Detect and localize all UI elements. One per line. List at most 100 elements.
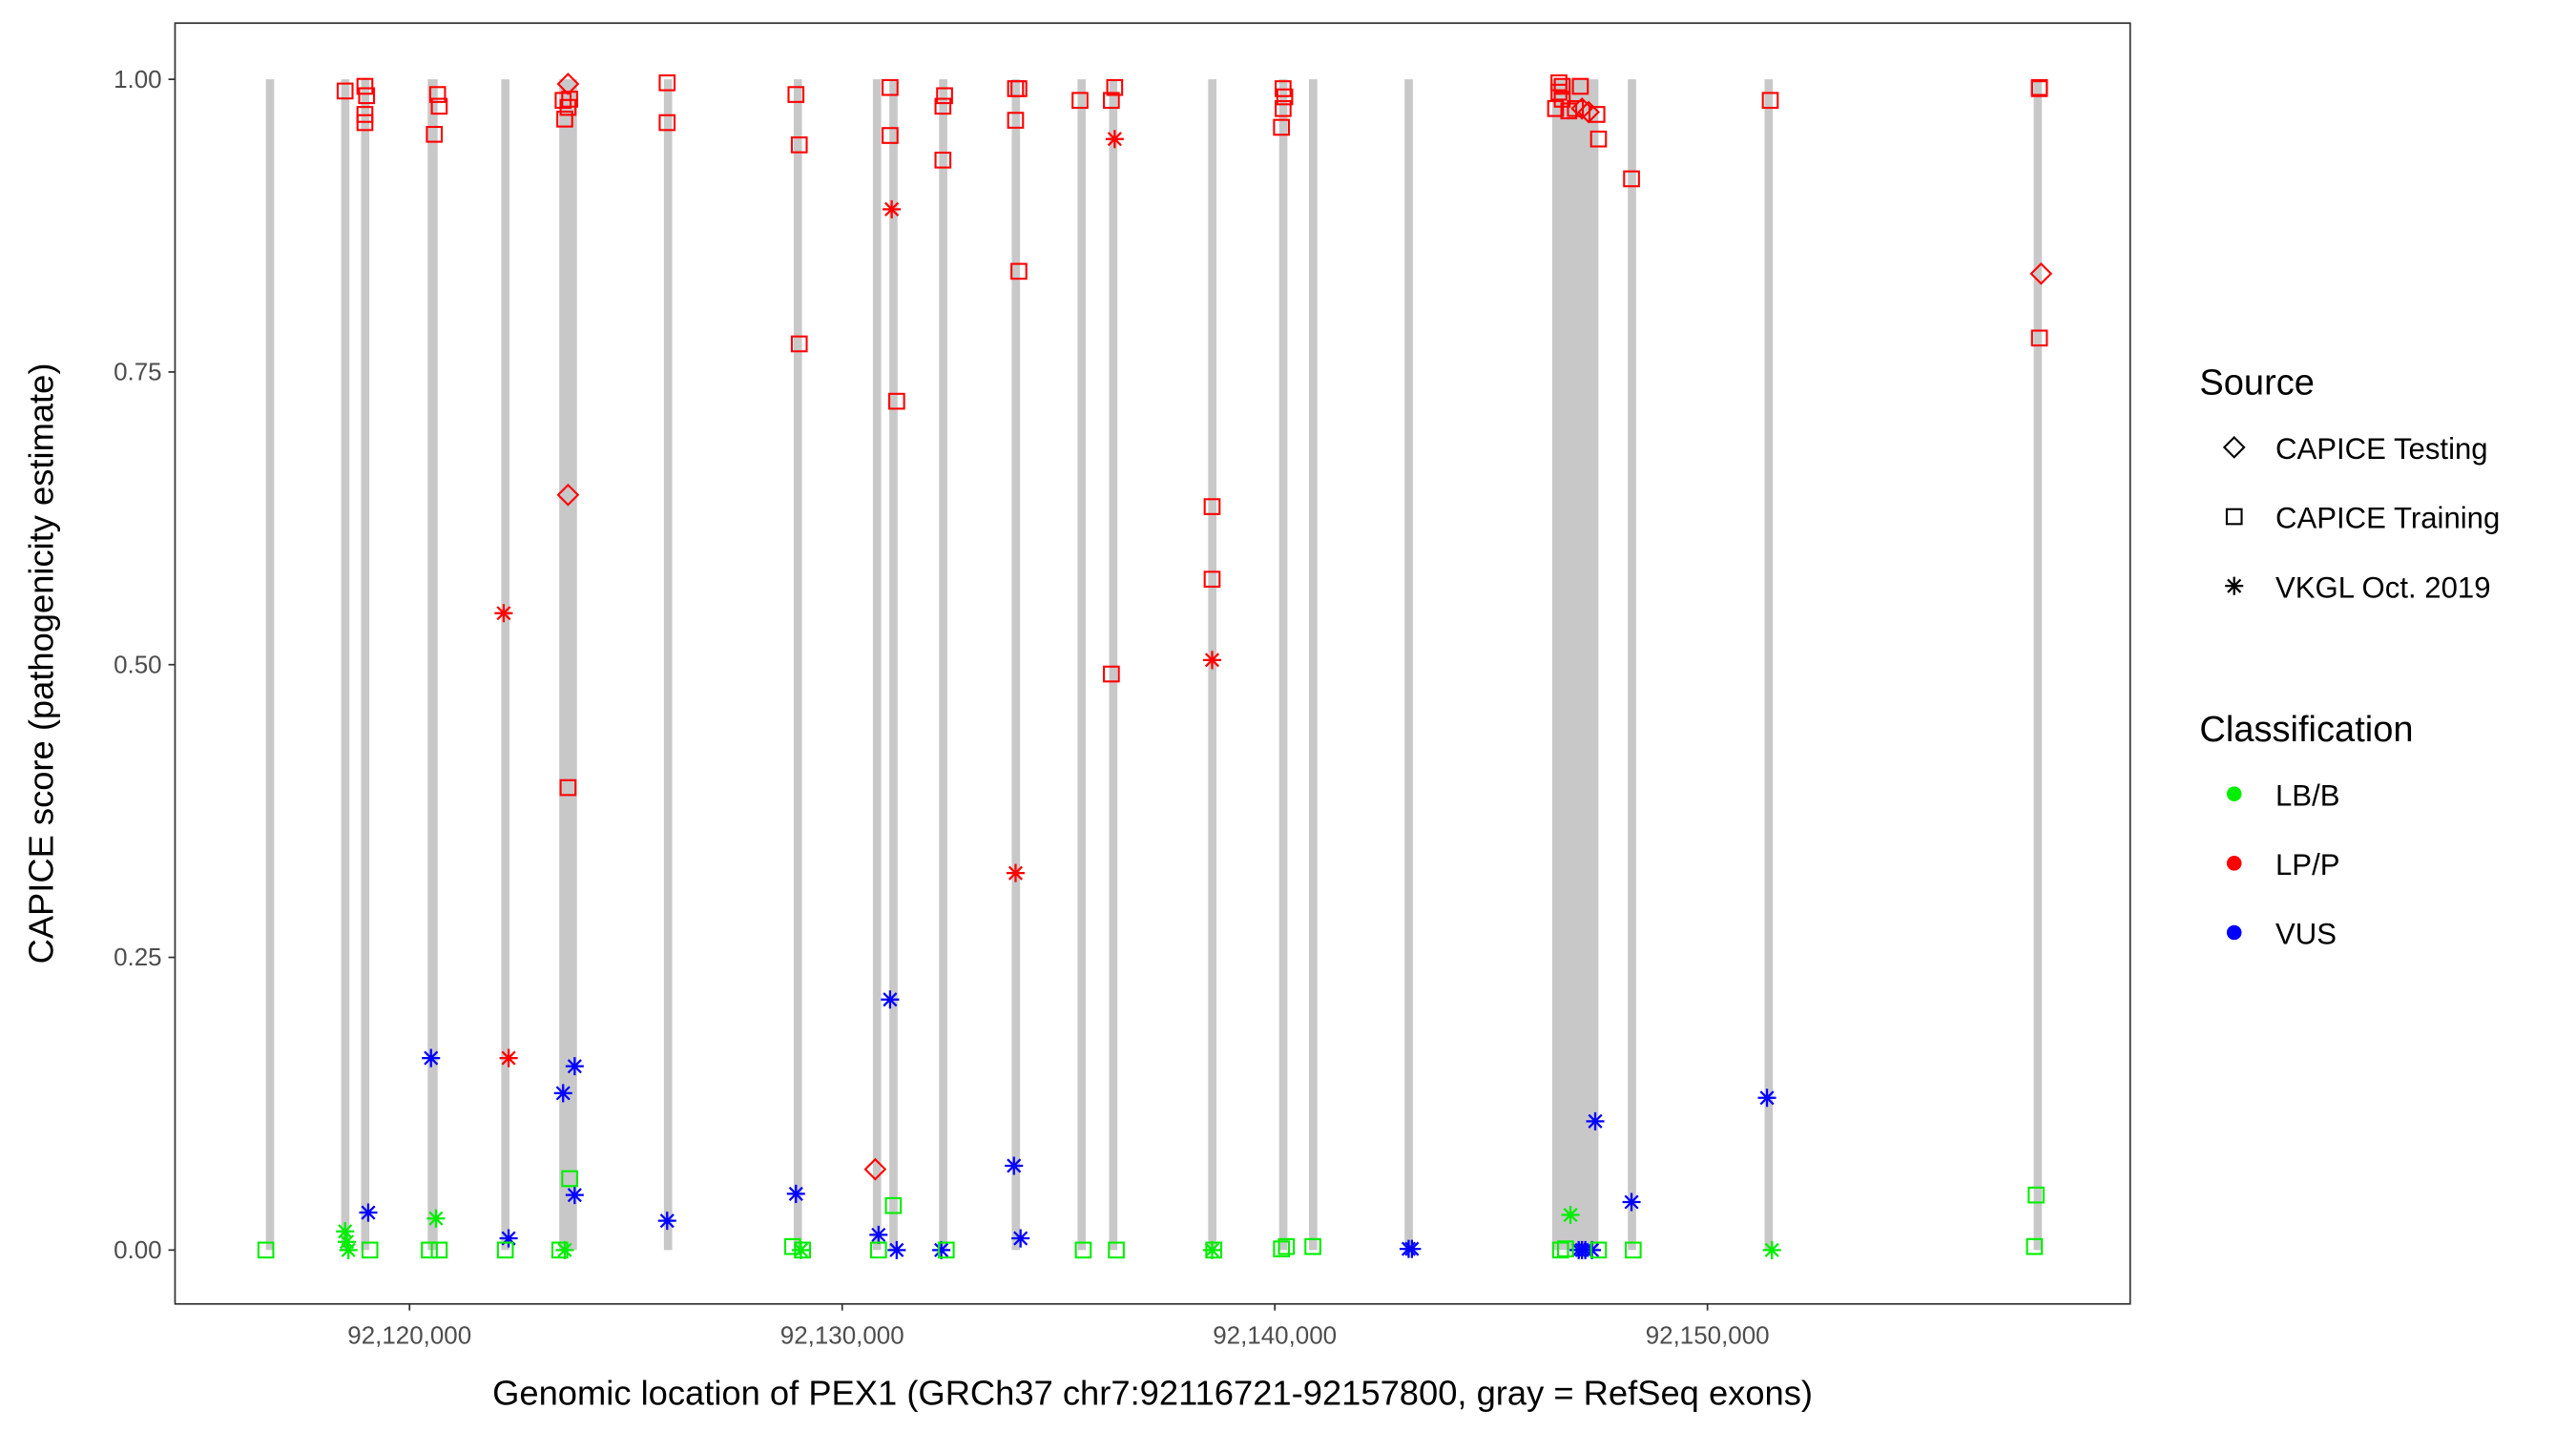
legend-classification-title: Classification bbox=[2199, 710, 2413, 750]
exon-band bbox=[793, 79, 802, 1251]
data-point bbox=[337, 1233, 357, 1252]
exon-band bbox=[427, 79, 438, 1251]
x-tick-label: 92,140,000 bbox=[1213, 1322, 1337, 1349]
data-point bbox=[339, 1240, 358, 1259]
exon-band bbox=[1278, 79, 1288, 1251]
data-point bbox=[1010, 262, 1028, 280]
legend-label: LB/B bbox=[2275, 778, 2339, 812]
data-point bbox=[1762, 1240, 1781, 1259]
data-point bbox=[1761, 92, 1779, 110]
data-point bbox=[1074, 1241, 1092, 1259]
data-point bbox=[1551, 1241, 1569, 1259]
data-point bbox=[1586, 1111, 1605, 1130]
x-tick-label: 92,130,000 bbox=[780, 1322, 904, 1349]
data-point bbox=[499, 1229, 518, 1248]
data-point bbox=[658, 114, 676, 132]
data-point bbox=[1547, 99, 1565, 117]
data-point bbox=[884, 1196, 903, 1214]
y-tick-label: 0.75 bbox=[114, 360, 161, 386]
data-point bbox=[1006, 863, 1025, 882]
data-point bbox=[426, 1209, 446, 1228]
x-tick-label: 92,150,000 bbox=[1646, 1322, 1770, 1349]
data-point bbox=[658, 73, 676, 92]
data-point bbox=[561, 1170, 578, 1188]
data-point bbox=[1550, 73, 1568, 92]
data-point bbox=[555, 1240, 574, 1259]
data-point bbox=[1105, 130, 1124, 149]
data-point bbox=[499, 1048, 518, 1068]
data-point bbox=[787, 86, 805, 103]
exon-band bbox=[361, 79, 370, 1251]
exon-band bbox=[1309, 79, 1318, 1251]
exon-band bbox=[1011, 79, 1021, 1251]
data-point bbox=[2029, 261, 2053, 285]
legend-key-dot-icon bbox=[2226, 856, 2242, 871]
data-point bbox=[1203, 570, 1221, 588]
data-point bbox=[356, 114, 374, 132]
data-point bbox=[556, 111, 573, 128]
y-axis-ticks: 0.00 0.25 0.50 0.75 1.00 bbox=[114, 67, 176, 1264]
data-point bbox=[1622, 1192, 1641, 1212]
data-point bbox=[1577, 100, 1600, 124]
data-point bbox=[881, 990, 900, 1009]
data-point bbox=[2030, 80, 2048, 97]
legend-key-square-icon bbox=[2225, 508, 2243, 526]
data-point bbox=[1005, 1156, 1024, 1175]
data-point bbox=[1557, 1240, 1574, 1257]
data-point bbox=[786, 1184, 805, 1203]
data-point bbox=[1007, 112, 1025, 129]
data-point bbox=[863, 1157, 887, 1181]
legend-source-title: Source bbox=[2199, 363, 2315, 404]
legend-label: VKGL Oct. 2019 bbox=[2275, 570, 2491, 604]
y-tick-label: 0.00 bbox=[114, 1237, 161, 1264]
data-point bbox=[1625, 1241, 1642, 1259]
data-point bbox=[2027, 1186, 2045, 1204]
y-tick-label: 0.25 bbox=[114, 944, 161, 971]
data-point bbox=[565, 1057, 584, 1076]
exon-band bbox=[889, 79, 898, 1251]
data-point bbox=[496, 1241, 514, 1259]
data-point bbox=[1304, 1237, 1321, 1255]
y-tick-label: 0.50 bbox=[114, 652, 161, 678]
data-point bbox=[359, 1203, 378, 1222]
legend-label: CAPICE Testing bbox=[2275, 432, 2488, 466]
data-point bbox=[1571, 77, 1589, 95]
exon-band bbox=[872, 79, 882, 1251]
data-point bbox=[1202, 1240, 1221, 1259]
exon-band bbox=[1077, 79, 1087, 1251]
data-point bbox=[356, 77, 374, 95]
data-point bbox=[1108, 1241, 1125, 1259]
data-point bbox=[565, 1186, 584, 1205]
data-point bbox=[1202, 651, 1221, 670]
y-axis-title: CAPICE score (pathogenicity estimate) bbox=[21, 363, 60, 964]
exon-band bbox=[1551, 79, 1599, 1251]
data-point bbox=[937, 1241, 955, 1259]
data-point bbox=[430, 97, 448, 115]
data-point bbox=[358, 87, 376, 105]
data-point bbox=[934, 97, 952, 115]
data-point bbox=[1570, 96, 1593, 120]
data-point bbox=[932, 1240, 951, 1259]
legend-label: VUS bbox=[2275, 918, 2337, 951]
data-point bbox=[336, 1222, 355, 1241]
data-point bbox=[556, 483, 580, 507]
data-point bbox=[426, 125, 444, 143]
data-point bbox=[934, 151, 952, 169]
data-point bbox=[1278, 1237, 1296, 1255]
data-point bbox=[888, 392, 905, 410]
data-point bbox=[790, 335, 808, 353]
data-point bbox=[882, 78, 899, 96]
x-axis-ticks: 92,120,000 92,130,000 92,140,000 92,150,000 bbox=[347, 1303, 1770, 1349]
x-tick-label: 92,120,000 bbox=[347, 1322, 471, 1349]
data-point bbox=[553, 1084, 572, 1103]
data-point bbox=[869, 1225, 888, 1244]
exon-band bbox=[1109, 79, 1118, 1251]
data-point bbox=[882, 127, 899, 144]
data-point bbox=[559, 98, 577, 116]
legend-label: CAPICE Training bbox=[2275, 502, 2500, 535]
data-point bbox=[1010, 80, 1028, 97]
x-axis-title: Genomic location of PEX1 (GRCh37 chr7:92… bbox=[492, 1373, 1813, 1412]
data-point bbox=[883, 199, 902, 218]
exon-band bbox=[1628, 79, 1636, 1251]
